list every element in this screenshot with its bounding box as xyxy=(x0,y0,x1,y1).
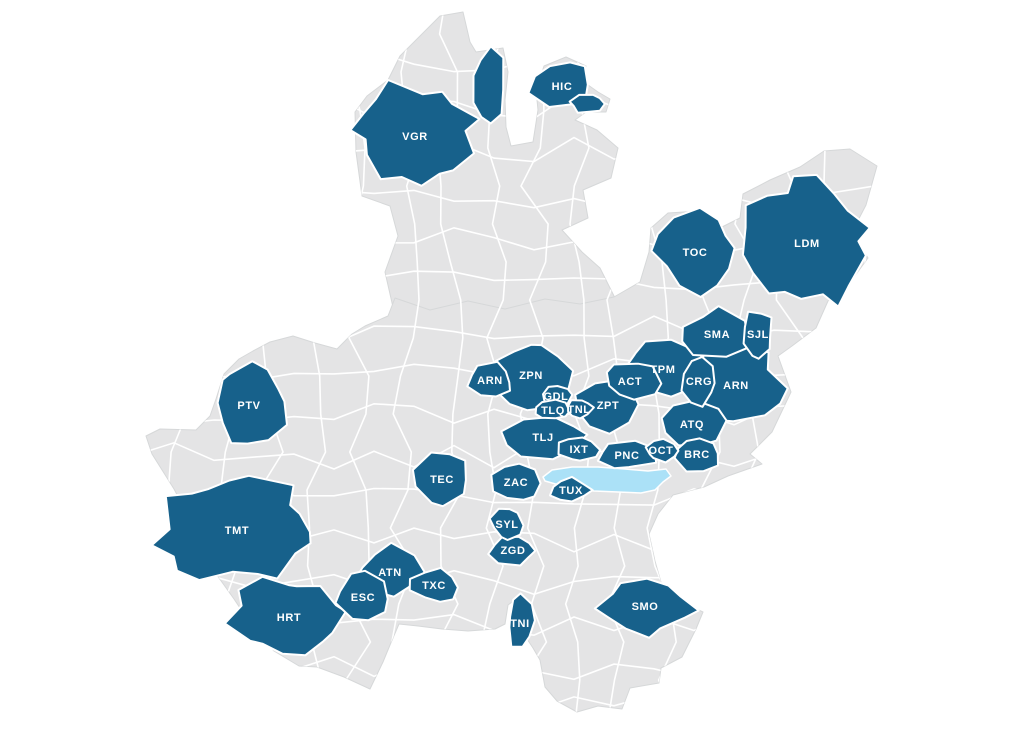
municipal-boundary-line xyxy=(160,12,191,712)
region-esc[interactable] xyxy=(334,569,389,622)
region-syl[interactable] xyxy=(488,507,525,541)
municipal-boundary-line xyxy=(146,655,877,681)
region-ptv[interactable] xyxy=(216,360,288,445)
region-vgr[interactable] xyxy=(349,79,481,187)
region-zac[interactable] xyxy=(490,462,542,501)
region-zgd[interactable] xyxy=(487,535,537,567)
municipal-boundary-line xyxy=(213,12,239,712)
municipal-boundary-line xyxy=(774,12,804,712)
region-sjl[interactable] xyxy=(742,310,773,360)
municipal-boundary-line xyxy=(852,12,877,712)
region-smo[interactable] xyxy=(593,577,700,639)
region-tnl[interactable] xyxy=(567,399,595,420)
region-ldm[interactable] xyxy=(741,173,871,308)
region-crg[interactable] xyxy=(680,356,716,408)
municipal-boundary-line xyxy=(822,12,848,712)
municipal-boundary-line xyxy=(146,686,877,712)
region-tni[interactable] xyxy=(508,592,536,648)
region-pnc[interactable] xyxy=(596,439,658,470)
region-toc[interactable] xyxy=(650,206,736,298)
region-ixt[interactable] xyxy=(557,436,602,462)
region-txc[interactable] xyxy=(408,566,459,603)
region-act[interactable] xyxy=(605,362,663,401)
region-sma[interactable] xyxy=(681,305,749,358)
region-unlabeled-1[interactable] xyxy=(472,45,505,125)
region-arn-2[interactable] xyxy=(466,360,511,398)
region-hrt[interactable] xyxy=(223,575,347,657)
highlighted-regions-layer xyxy=(150,45,871,657)
region-oct[interactable] xyxy=(644,437,680,464)
region-tec[interactable] xyxy=(411,451,467,508)
region-unlabeled-2[interactable] xyxy=(568,93,606,114)
region-tmt[interactable] xyxy=(150,474,312,582)
region-tux[interactable] xyxy=(549,475,594,503)
region-tlq[interactable] xyxy=(534,398,571,420)
